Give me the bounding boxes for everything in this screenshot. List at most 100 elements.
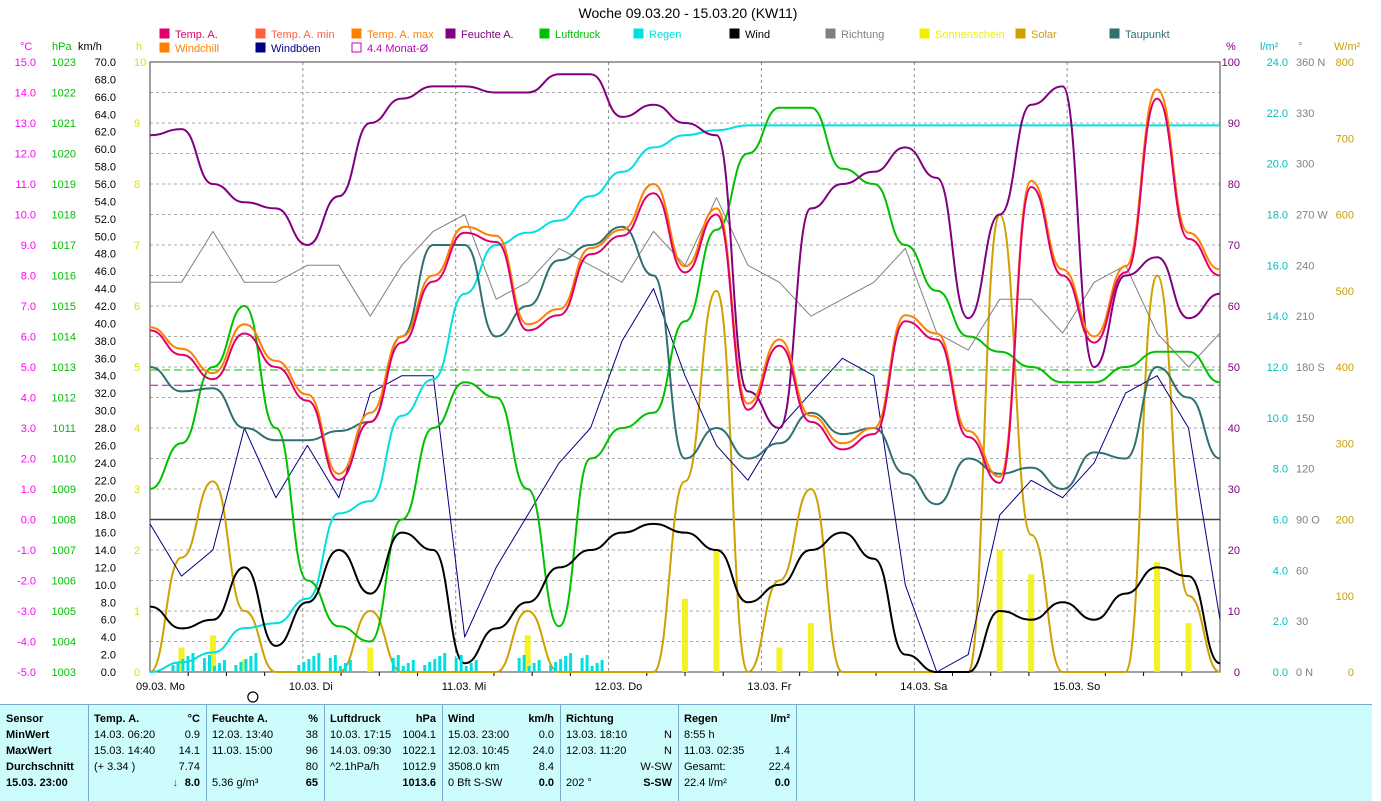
- humidity-min-value: 38: [305, 729, 318, 741]
- x-tick-label: 11.03. Mi: [442, 681, 486, 693]
- rain-bar: [433, 659, 437, 672]
- row-label-current: 15.03. 23:00: [6, 777, 68, 789]
- rain-total-label: Gesamt:: [684, 761, 726, 773]
- rain-duration: 8:55 h: [684, 729, 715, 741]
- left-axis-tick: 18.0: [95, 510, 116, 522]
- left-axis-tick: 1006: [52, 576, 76, 588]
- right-axis-tick: 24.0: [1267, 57, 1288, 69]
- legend-label: Temp. A.: [175, 29, 218, 41]
- right-axis-tick: 6.0: [1273, 515, 1288, 527]
- left-axis-tick: 1009: [52, 484, 76, 496]
- rain-max-value: 1.4: [774, 745, 790, 757]
- rain-bar: [423, 665, 427, 672]
- legend-label: Temp. A. min: [271, 29, 335, 41]
- legend-swatch: [729, 28, 740, 39]
- left-axis-tick: 32.0: [95, 388, 116, 400]
- left-axis-tick: 54.0: [95, 196, 116, 208]
- rain-bar: [239, 662, 243, 672]
- temp-min-value: 0.9: [184, 729, 200, 741]
- sunshine-bar: [682, 598, 688, 672]
- legend-swatch: [919, 28, 930, 39]
- wind-unit: km/h: [528, 713, 554, 725]
- right-axis-tick: 200: [1336, 515, 1354, 527]
- rain-bar: [302, 662, 306, 672]
- rain-bar: [532, 663, 536, 672]
- left-axis-unit: h: [136, 41, 142, 53]
- right-axis-tick: 16.0: [1267, 260, 1288, 272]
- rain-bar: [222, 660, 226, 672]
- direction-avg-value: W-SW: [640, 761, 672, 773]
- x-tick-label: 14.03. Sa: [900, 681, 948, 693]
- direction-degrees: 202 °: [566, 777, 592, 789]
- temp-min-time: 14.03. 06:20: [94, 729, 156, 741]
- wind-header: Wind: [448, 713, 475, 725]
- left-axis-tick: 7: [134, 240, 140, 252]
- left-axis-tick: 52.0: [95, 214, 116, 226]
- left-axis-tick: 4.0: [101, 632, 116, 644]
- temp-unit: °C: [187, 713, 200, 725]
- rain-bar: [317, 653, 321, 672]
- pressure-trend: ^2.1hPa/h: [330, 761, 380, 773]
- left-axis-tick: 1019: [52, 179, 76, 191]
- left-axis-tick: 1010: [52, 454, 76, 466]
- right-axis-tick: 100: [1222, 57, 1240, 69]
- temp-avg-delta: (+ 3.34 ): [94, 761, 136, 773]
- sunshine-bar: [524, 635, 531, 672]
- left-axis-tick: 1004: [52, 637, 76, 649]
- rain-bar: [554, 662, 558, 672]
- left-axis-tick: 10.0: [15, 210, 36, 222]
- rain-bar: [469, 663, 473, 672]
- right-axis-tick: 18.0: [1267, 210, 1288, 222]
- left-axis-tick: 1022: [52, 88, 76, 100]
- left-axis-tick: 0.0: [21, 515, 36, 527]
- left-axis-tick: 0: [134, 667, 140, 679]
- legend-label: Luftdruck: [555, 29, 601, 41]
- rain-bar: [176, 662, 180, 672]
- humidity-unit: %: [308, 713, 318, 725]
- left-axis-tick: 1014: [52, 332, 76, 344]
- left-axis-tick: 4: [134, 423, 140, 435]
- rain-bar: [328, 658, 332, 672]
- rain-bar: [428, 662, 432, 672]
- rain-bar: [307, 659, 311, 672]
- rain-bar: [186, 656, 190, 672]
- rain-bar: [454, 658, 458, 672]
- rain-bar: [333, 655, 337, 672]
- humidity-avg-value: 80: [305, 761, 318, 773]
- rain-bar: [297, 665, 301, 672]
- rain-column: Regen l/m² 8:55 h 11.03. 02:35 1.4 Gesamt:…: [678, 705, 797, 801]
- legend-label: 4.4 Monat-Ø: [367, 43, 429, 55]
- rain-bar: [406, 663, 410, 672]
- left-axis-tick: 1003: [52, 667, 76, 679]
- rain-bar: [391, 658, 395, 672]
- left-axis-tick: 13.0: [15, 118, 36, 130]
- legend-label: Taupunkt: [1125, 29, 1170, 41]
- sensor-header: Sensor: [6, 713, 44, 725]
- direction-header: Richtung: [566, 713, 614, 725]
- pressure-avg-value: 1012.9: [402, 761, 436, 773]
- left-axis-tick: 24.0: [95, 458, 116, 470]
- x-tick-label: 10.03. Di: [289, 681, 333, 693]
- series-line-feuchte-a-: [149, 73, 1221, 429]
- sunshine-bar: [807, 623, 814, 672]
- row-label-max: MaxWert: [6, 745, 52, 757]
- wind-min-value: 0.0: [538, 729, 554, 741]
- right-axis-tick: 360 N: [1296, 57, 1325, 69]
- left-axis-tick: 50.0: [95, 231, 116, 243]
- series-line-wind: [149, 522, 1221, 673]
- rain-bar: [217, 663, 221, 672]
- legend-label: Regen: [649, 29, 681, 41]
- right-axis-tick: 90: [1228, 118, 1240, 130]
- left-axis-tick: 5.0: [21, 362, 36, 374]
- pressure-min-time: 10.03. 17:15: [330, 729, 392, 741]
- rain-bar: [312, 656, 316, 672]
- left-axis-tick: -5.0: [17, 667, 36, 679]
- pressure-max-time: 14.03. 09:30: [330, 745, 392, 757]
- rain-bar: [595, 663, 599, 672]
- rain-max-time: 11.03. 02:35: [684, 745, 745, 757]
- direction-max-time: 12.03. 11:20: [566, 745, 627, 757]
- rain-bar: [549, 665, 553, 672]
- rain-bar: [517, 658, 521, 672]
- rain-bar: [585, 655, 589, 672]
- x-tick-label: 12.03. Do: [595, 681, 643, 693]
